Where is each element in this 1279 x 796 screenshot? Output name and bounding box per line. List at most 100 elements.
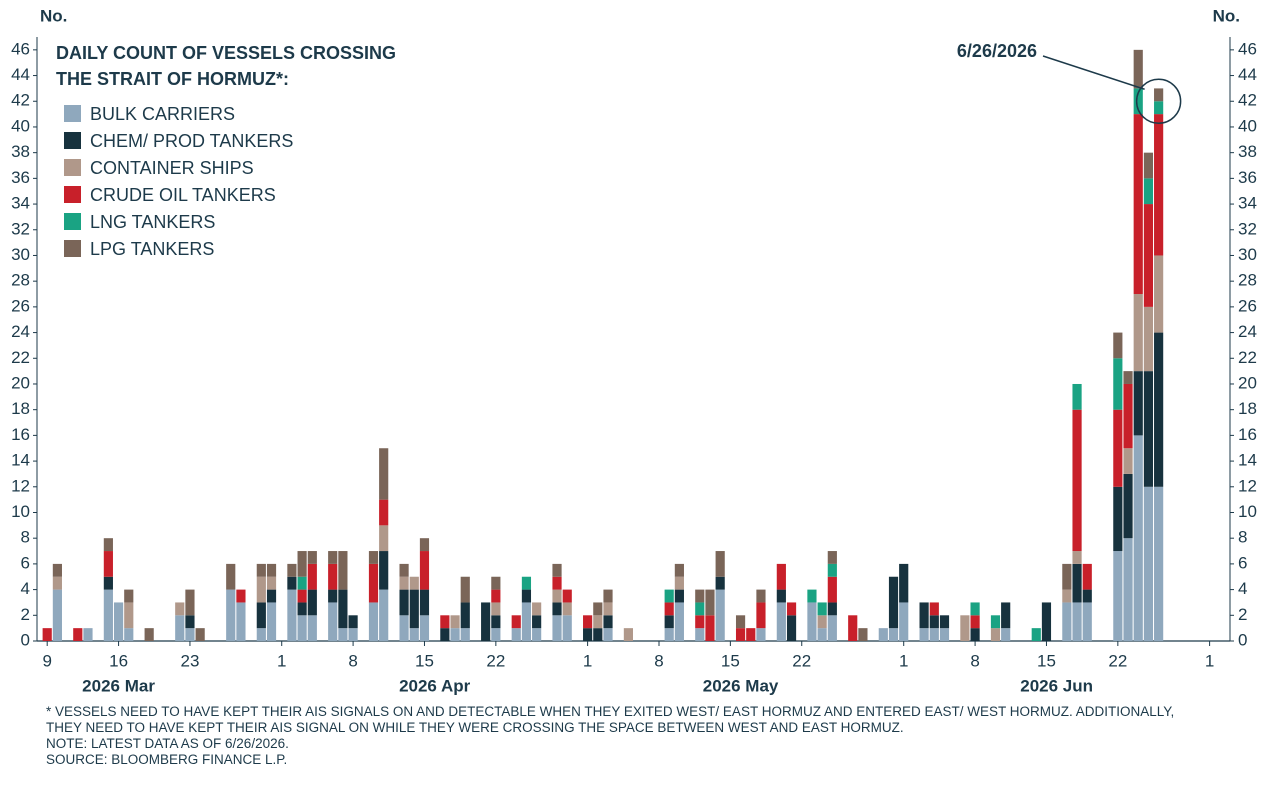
y2-tick-label: 0 [1238, 630, 1247, 649]
y-axis-label: No. [40, 6, 67, 25]
y2-tick-label: 14 [1238, 451, 1257, 470]
legend-label: BULK CARRIERS [90, 104, 235, 124]
y2-tick-label: 2 [1238, 605, 1247, 624]
bar-segment [256, 628, 266, 641]
bar-segment [491, 589, 501, 603]
bar-segment [103, 538, 113, 552]
y2-axis-label: No. [1213, 6, 1240, 25]
y-tick-label: 34 [11, 194, 30, 213]
bar-segment [970, 602, 980, 616]
bar-segment [1082, 563, 1092, 590]
bar-segment [593, 602, 603, 616]
bar-segment [83, 628, 93, 641]
bar-segment [185, 589, 195, 616]
bar-segment [735, 628, 746, 641]
bar-segment [827, 551, 837, 564]
bar-segment [888, 576, 899, 629]
bar-segment [297, 576, 307, 590]
bar-segment [307, 615, 317, 641]
legend-swatch [64, 159, 81, 176]
bar-segment [481, 602, 491, 641]
bar-segment [562, 589, 572, 603]
bar-segment [532, 628, 542, 641]
bar-segment [521, 576, 532, 590]
bar-segment [450, 628, 460, 641]
month-label: 2026 Mar [82, 676, 155, 695]
y2-tick-label: 10 [1238, 502, 1257, 521]
y-tick-label: 4 [21, 579, 30, 598]
bar-segment [1154, 114, 1164, 256]
bar-segment [695, 602, 705, 616]
y-tick-label: 14 [11, 451, 30, 470]
bar-segment [1123, 473, 1133, 539]
bar-segment [1113, 332, 1123, 359]
bar-segment [379, 589, 389, 641]
y-tick-label: 22 [11, 348, 30, 367]
y2-tick-label: 4 [1238, 579, 1247, 598]
y2-tick-label: 12 [1238, 476, 1257, 495]
bar-segment [593, 615, 603, 629]
note: NOTE: LATEST DATA AS OF 6/26/2026. [46, 736, 289, 751]
bar-segment [144, 628, 154, 641]
bar-segment [603, 628, 613, 641]
bar-segment [226, 563, 236, 590]
bar-segment [1031, 628, 1041, 641]
y2-tick-label: 18 [1238, 399, 1257, 418]
bar-segment [491, 602, 501, 616]
y2-tick-label: 20 [1238, 373, 1257, 392]
bar-segment [1123, 448, 1133, 474]
bar-segment [287, 576, 297, 590]
bar-segment [175, 602, 185, 616]
bar-segment [695, 615, 705, 629]
bar-segment [899, 602, 909, 641]
bar-segment [287, 563, 297, 577]
bar-segment [888, 628, 899, 641]
legend-swatch [64, 105, 81, 122]
y-tick-label: 30 [11, 245, 30, 264]
legend-label: LNG TANKERS [90, 212, 215, 232]
x-tick-label: 22 [486, 651, 505, 670]
bar-segment [562, 615, 572, 641]
bar-segment [1113, 358, 1123, 410]
bar-segment [226, 589, 236, 641]
bar-segment [1001, 602, 1011, 629]
bar-segment [328, 551, 338, 564]
bar-segment [603, 589, 613, 603]
bar-segment [1154, 101, 1164, 115]
bar-segment [328, 602, 338, 641]
y2-tick-label: 32 [1238, 219, 1257, 238]
bar-segment [715, 551, 725, 577]
annotation-line [1042, 55, 1145, 90]
bar-segment [1154, 486, 1164, 641]
bar-segment [52, 576, 62, 590]
notes: * VESSELS NEED TO HAVE KEPT THEIR AIS SI… [46, 704, 1196, 768]
bar-segment [1072, 383, 1082, 410]
bar-segment [1062, 602, 1072, 641]
bar-segment [1133, 88, 1143, 115]
legend-label: CHEM/ PROD TANKERS [90, 131, 293, 151]
bar-segment [776, 563, 786, 590]
chart-title: DAILY COUNT OF VESSELS CROSSING [56, 43, 396, 63]
bar-segment [328, 563, 338, 590]
month-label: 2026 Jun [1020, 676, 1093, 695]
bar-segment [1062, 589, 1072, 603]
bar-segment [103, 551, 113, 577]
bar-segment [419, 615, 430, 641]
bar-segment [297, 602, 307, 616]
bar-segment [266, 563, 277, 577]
bar-segment [1154, 88, 1164, 102]
x-tick-label: 1 [277, 651, 286, 670]
y-tick-label: 20 [11, 373, 30, 392]
bar-segment [440, 615, 450, 629]
bar-segment [1123, 383, 1133, 449]
bar-segment [1072, 563, 1082, 603]
bar-segment [328, 589, 338, 603]
bar-segment [674, 576, 684, 590]
bar-segment [1154, 332, 1164, 487]
bar-segment [1072, 551, 1082, 564]
bar-segment [511, 628, 521, 641]
bar-segment [399, 615, 409, 641]
bar-segment [185, 615, 195, 629]
bar-segment [379, 448, 389, 500]
bar-segment [1082, 589, 1092, 603]
